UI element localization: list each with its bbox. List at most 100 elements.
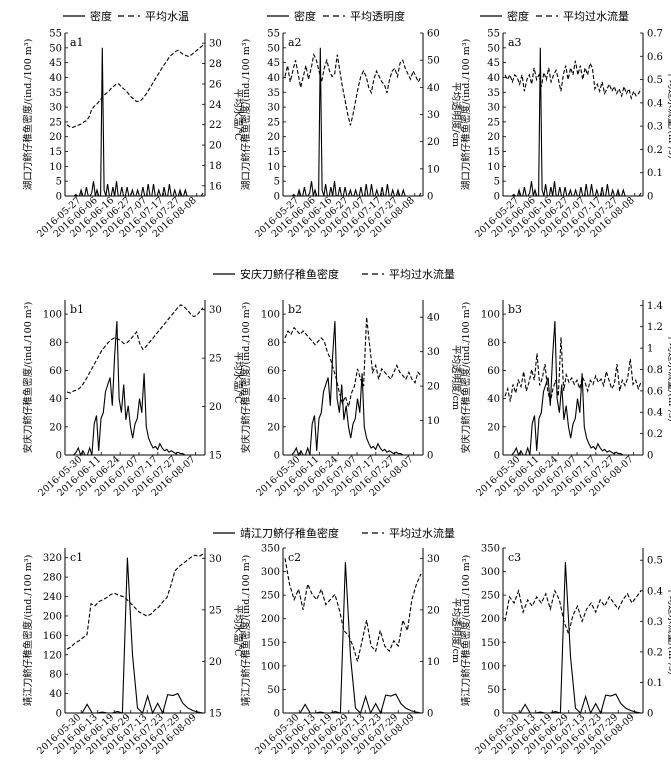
y2-axis-label: 平均过水流量/(m³/s) — [666, 333, 671, 422]
y2-tick-label: 1.4 — [647, 301, 663, 312]
y-tick-label: 350 — [261, 544, 280, 555]
legend-label: 平均透明度 — [350, 9, 405, 23]
y-tick-label: 0 — [56, 709, 62, 720]
panel-label: a2 — [288, 36, 302, 49]
y-tick-label: 35 — [487, 88, 500, 99]
y2-axis-label: 平均水温/℃ — [232, 605, 244, 657]
y2-tick-label: 0 — [427, 451, 433, 462]
y-tick-label: 200 — [43, 611, 62, 622]
y2-tick-label: 30 — [427, 554, 440, 565]
legend-a3-flow: 平均过水流量 — [536, 9, 629, 23]
y-tick-label: 5 — [56, 177, 62, 188]
y-tick-label: 55 — [487, 29, 500, 40]
y2-tick-label: 0.2 — [647, 145, 663, 156]
y-tick-label: 150 — [481, 638, 500, 649]
y2-tick-label: 0.4 — [647, 98, 663, 109]
y-tick-label: 300 — [261, 567, 280, 578]
y2-tick-label: 30 — [427, 347, 440, 358]
y2-tick-label: 20 — [427, 382, 440, 393]
y-tick-label: 100 — [261, 661, 280, 672]
y2-tick-label: 20 — [209, 141, 222, 152]
series-line-left — [67, 557, 204, 715]
y-axis-label: 安庆刀鲚仔稚鱼密度/(ind./100 m³) — [460, 302, 472, 454]
series-line-left — [505, 562, 642, 715]
y2-tick-label: 0.4 — [647, 586, 663, 597]
legend-label: 密度 — [507, 9, 529, 23]
y-tick-label: 100 — [43, 310, 62, 321]
y2-tick-label: 40 — [427, 313, 440, 324]
y-tick-label: 0 — [494, 451, 500, 462]
legend-a1-density: 密度 — [63, 9, 112, 23]
series-line-right — [66, 304, 204, 394]
y2-tick-label: 26 — [209, 79, 222, 90]
y2-axis-label: 平均透明度/cm — [450, 82, 462, 147]
y-tick-label: 0 — [494, 192, 500, 203]
y2-tick-label: 15 — [209, 451, 222, 462]
y2-tick-label: 0 — [427, 709, 433, 720]
y-tick-label: 0 — [274, 192, 280, 203]
y2-tick-label: 20 — [427, 605, 440, 616]
y-tick-label: 50 — [267, 43, 280, 54]
y2-tick-label: 24 — [209, 100, 222, 111]
legend-label: 平均过水流量 — [563, 9, 629, 23]
y-tick-label: 120 — [43, 650, 62, 661]
series-line-left — [67, 47, 204, 197]
y-tick-label: 30 — [49, 103, 62, 114]
legend-label: 平均水温 — [145, 10, 189, 23]
chart-b1: 020406080100152025302016-05-302016-06-11… — [22, 300, 244, 499]
y2-tick-label: 20 — [209, 657, 222, 668]
panel-label: a1 — [70, 36, 84, 49]
y-tick-label: 20 — [487, 132, 500, 143]
y2-tick-label: 0.6 — [647, 52, 663, 63]
y2-tick-label: 0.2 — [647, 429, 663, 440]
y-tick-label: 0 — [56, 192, 62, 203]
y-tick-label: 40 — [267, 73, 280, 84]
series-line-right — [284, 558, 422, 662]
y-tick-label: 80 — [267, 338, 280, 349]
panel-label: c2 — [288, 551, 301, 564]
y2-tick-label: 18 — [209, 161, 222, 172]
y-tick-label: 0 — [274, 709, 280, 720]
legend-a2-transparency: 平均透明度 — [323, 9, 405, 23]
legend-label: 平均过水流量 — [389, 526, 455, 540]
y2-tick-label: 10 — [427, 164, 440, 175]
y-tick-label: 40 — [487, 394, 500, 405]
y2-tick-label: 16 — [209, 181, 222, 192]
series-line-left — [505, 47, 642, 197]
y-tick-label: 40 — [487, 73, 500, 84]
y2-tick-label: 25 — [209, 605, 222, 616]
y-axis-label: 安庆刀鲚仔稚鱼密度/(ind./100 m³) — [22, 302, 34, 454]
chart-c1: 04080120160200240280320152025302016-05-3… — [22, 548, 244, 757]
y-tick-label: 300 — [481, 567, 500, 578]
y-tick-label: 30 — [487, 103, 500, 114]
y-axis-label: 靖江刀鲚仔稚鱼密度/(ind./100 m³) — [22, 555, 34, 707]
y-tick-label: 45 — [49, 58, 62, 69]
y2-tick-label: 25 — [209, 354, 222, 365]
y-tick-label: 20 — [49, 422, 62, 433]
chart-a1: 0510152025303540455055161820222426283020… — [22, 29, 244, 240]
y2-tick-label: 0.5 — [647, 75, 663, 86]
series-line-left — [285, 321, 421, 457]
y2-tick-label: 0 — [427, 192, 433, 203]
y-tick-label: 0 — [274, 451, 280, 462]
y2-tick-label: 10 — [427, 416, 440, 427]
legend-b-density: 安庆刀鲚仔稚鱼密度 — [213, 267, 339, 281]
y2-axis-label: 平均水温/℃ — [232, 352, 244, 404]
y-tick-label: 35 — [267, 88, 280, 99]
y-tick-label: 50 — [267, 685, 280, 696]
y-tick-label: 50 — [487, 43, 500, 54]
y2-tick-label: 0 — [647, 451, 653, 462]
y-tick-label: 0 — [494, 709, 500, 720]
y2-tick-label: 0.6 — [647, 386, 663, 397]
y-tick-label: 30 — [267, 103, 280, 114]
y2-tick-label: 20 — [209, 402, 222, 413]
y2-tick-label: 30 — [427, 110, 440, 121]
series-line-right — [504, 337, 642, 402]
y-tick-label: 20 — [49, 132, 62, 143]
y2-tick-label: 15 — [209, 709, 222, 720]
chart-c2: 05010015020025030035001020302016-05-3020… — [240, 544, 462, 757]
panel-label: b3 — [508, 303, 522, 316]
y-axis-label: 湖口刀鲚仔稚鱼密度/(ind./100 m³) — [460, 39, 472, 191]
y2-axis-label: 平均过水流量/(m³/s) — [666, 586, 671, 675]
y-tick-label: 25 — [267, 117, 280, 128]
